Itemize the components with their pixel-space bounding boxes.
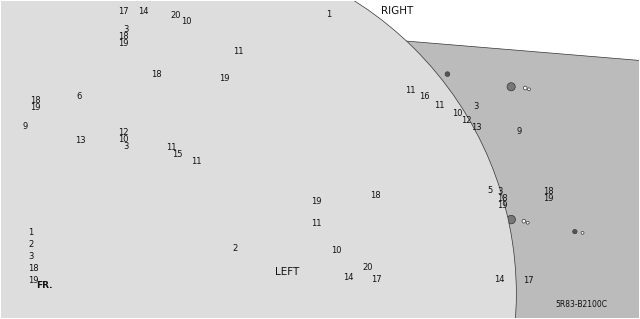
Circle shape xyxy=(505,78,511,84)
Text: FR.: FR. xyxy=(36,281,53,291)
Circle shape xyxy=(526,221,529,224)
Text: 14: 14 xyxy=(494,275,505,284)
Polygon shape xyxy=(186,151,250,165)
Polygon shape xyxy=(179,208,300,230)
Polygon shape xyxy=(168,123,218,139)
Circle shape xyxy=(430,232,436,238)
Text: 9: 9 xyxy=(516,127,522,136)
Text: 3: 3 xyxy=(28,252,33,261)
Text: 11: 11 xyxy=(434,100,444,110)
Circle shape xyxy=(579,230,586,236)
Circle shape xyxy=(235,41,243,49)
Text: 11: 11 xyxy=(405,86,415,95)
Circle shape xyxy=(430,238,436,244)
Text: 19: 19 xyxy=(118,39,129,48)
Circle shape xyxy=(141,122,148,129)
Text: 12: 12 xyxy=(461,116,472,125)
Circle shape xyxy=(130,120,141,130)
Circle shape xyxy=(522,219,526,223)
Circle shape xyxy=(507,215,515,224)
Text: 13: 13 xyxy=(471,123,482,132)
Text: LEFT: LEFT xyxy=(275,267,300,277)
Circle shape xyxy=(504,223,511,229)
Circle shape xyxy=(190,37,198,44)
Circle shape xyxy=(95,118,104,127)
Text: 17: 17 xyxy=(371,275,381,284)
Text: 5: 5 xyxy=(487,186,492,195)
Circle shape xyxy=(407,64,419,75)
Text: 18: 18 xyxy=(28,264,39,273)
Circle shape xyxy=(520,217,528,225)
Text: 18: 18 xyxy=(543,187,554,196)
Circle shape xyxy=(127,114,134,121)
Circle shape xyxy=(293,223,301,231)
Circle shape xyxy=(422,224,445,246)
Text: 17: 17 xyxy=(523,276,533,285)
Circle shape xyxy=(520,266,531,276)
Text: RIGHT: RIGHT xyxy=(381,6,413,16)
Circle shape xyxy=(43,115,49,121)
Circle shape xyxy=(570,227,580,236)
Text: 10: 10 xyxy=(118,135,129,145)
Circle shape xyxy=(584,231,589,236)
Circle shape xyxy=(368,225,371,228)
Text: 1: 1 xyxy=(28,228,33,237)
Circle shape xyxy=(410,67,415,72)
Circle shape xyxy=(170,31,175,37)
Circle shape xyxy=(532,87,537,93)
Polygon shape xyxy=(317,53,397,67)
Text: 20: 20 xyxy=(171,11,181,20)
Circle shape xyxy=(319,54,321,57)
Circle shape xyxy=(438,243,442,247)
Circle shape xyxy=(127,130,134,137)
Text: 16: 16 xyxy=(419,93,429,101)
Circle shape xyxy=(512,90,518,96)
Text: 19: 19 xyxy=(30,103,41,112)
Text: 11: 11 xyxy=(311,219,321,228)
Text: 18: 18 xyxy=(151,70,162,79)
Text: 14: 14 xyxy=(342,273,353,282)
Circle shape xyxy=(167,27,188,47)
Circle shape xyxy=(175,34,180,40)
Circle shape xyxy=(341,218,346,223)
Circle shape xyxy=(566,223,584,241)
Text: 20: 20 xyxy=(362,263,372,271)
Circle shape xyxy=(447,245,451,248)
Polygon shape xyxy=(367,224,422,235)
Polygon shape xyxy=(140,24,166,36)
Polygon shape xyxy=(230,41,314,54)
Circle shape xyxy=(512,78,518,84)
Text: 10: 10 xyxy=(452,109,463,118)
Circle shape xyxy=(226,135,229,138)
Text: 2: 2 xyxy=(232,244,237,253)
Circle shape xyxy=(436,229,442,235)
Circle shape xyxy=(224,133,231,140)
Circle shape xyxy=(346,220,351,226)
Text: 19: 19 xyxy=(543,194,554,203)
Text: 13: 13 xyxy=(75,136,85,145)
Circle shape xyxy=(118,109,152,142)
Text: 19: 19 xyxy=(28,276,38,285)
Polygon shape xyxy=(459,71,492,87)
Text: 3: 3 xyxy=(124,142,129,151)
Circle shape xyxy=(527,88,531,91)
Circle shape xyxy=(503,262,515,273)
Text: 6: 6 xyxy=(77,92,82,101)
Text: 3: 3 xyxy=(124,25,129,34)
Circle shape xyxy=(366,223,373,230)
Circle shape xyxy=(220,133,223,137)
Text: 18: 18 xyxy=(370,191,380,200)
Circle shape xyxy=(531,221,536,226)
Text: 12: 12 xyxy=(118,129,129,137)
Circle shape xyxy=(507,83,515,91)
Text: 17: 17 xyxy=(118,7,129,16)
Circle shape xyxy=(524,86,527,90)
Text: 5R83-B2100C: 5R83-B2100C xyxy=(556,300,608,309)
Text: 11: 11 xyxy=(233,47,243,56)
Polygon shape xyxy=(198,31,231,48)
Circle shape xyxy=(445,242,453,250)
Circle shape xyxy=(498,206,525,233)
Circle shape xyxy=(178,206,186,213)
Circle shape xyxy=(512,210,518,216)
